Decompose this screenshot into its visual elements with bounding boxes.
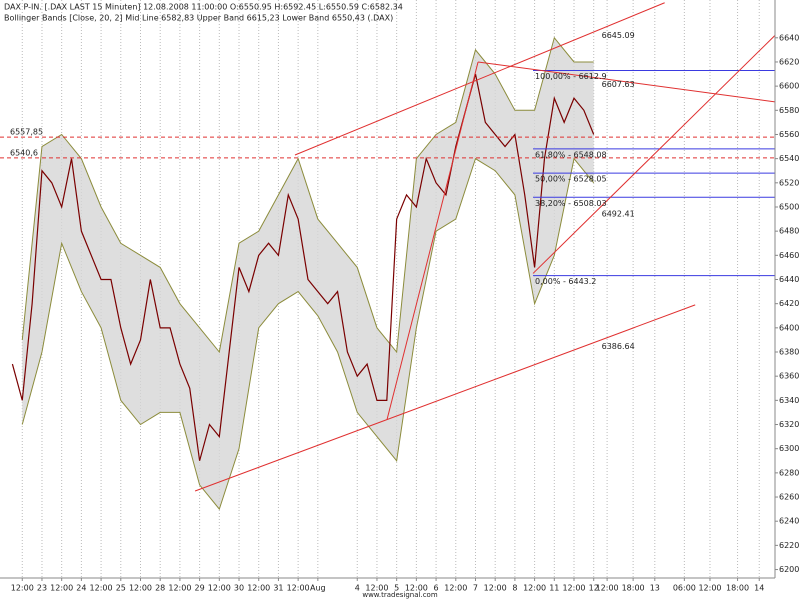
y-tick-label: 6280 xyxy=(779,468,799,477)
y-tick-label: 6620 xyxy=(779,57,799,66)
x-tick-label: 18:00 xyxy=(726,584,749,593)
x-tick-label: 24 xyxy=(76,584,86,593)
x-tick-label: 12:00 xyxy=(11,584,34,593)
y-tick-label: 6320 xyxy=(779,420,799,429)
trendline xyxy=(477,61,775,103)
chart-subtitle: Bollinger Bands [Close, 20, 2] Mid Line … xyxy=(4,14,393,23)
fib-label: 100,00% - 6612.9 xyxy=(535,72,607,81)
x-tick-label: 12:00 xyxy=(168,584,191,593)
trendline xyxy=(194,304,696,492)
x-tick-label: 14 xyxy=(754,584,764,593)
y-tick-label: 6220 xyxy=(779,541,799,550)
trendline-label: 6386.64 xyxy=(602,342,635,351)
y-tick-label: 6540 xyxy=(779,154,799,163)
x-tick-label: 7 xyxy=(473,584,478,593)
y-tick-label: 6580 xyxy=(779,106,799,115)
y-tick-label: 6240 xyxy=(779,517,799,526)
horizontal-line-label: 6557,85 xyxy=(10,128,43,137)
y-tick-label: 6480 xyxy=(779,227,799,236)
plot-area xyxy=(0,0,775,578)
footer: www.tradesignal.com xyxy=(362,591,437,599)
x-tick-label: 13 xyxy=(650,584,660,593)
fib-label: 50,00% - 6528.05 xyxy=(535,175,607,184)
x-tick-label: 12:00 xyxy=(365,584,388,593)
x-tick-label: 31 xyxy=(273,584,283,593)
trendline-label: 6645.09 xyxy=(602,31,635,40)
x-tick-label: 12:00 xyxy=(596,584,619,593)
trendline xyxy=(386,61,479,420)
x-tick-label: 12:00 xyxy=(208,584,231,593)
y-tick-label: 6520 xyxy=(779,178,799,187)
x-tick-label: 12:00 xyxy=(698,584,721,593)
x-tick-label: 12:00 xyxy=(562,584,585,593)
y-tick-label: 6400 xyxy=(779,323,799,332)
x-tick-label: 12:00 xyxy=(90,584,113,593)
y-tick-label: 6440 xyxy=(779,275,799,284)
y-tick-label: 6360 xyxy=(779,372,799,381)
x-tick-label: 12:00 xyxy=(247,584,270,593)
trendline xyxy=(532,35,775,274)
fib-label: 38,20% - 6508.03 xyxy=(535,199,607,208)
y-tick-label: 6600 xyxy=(779,82,799,91)
horizontal-line-label: 6540,6 xyxy=(10,148,38,157)
x-tick-label: 4 xyxy=(355,584,360,593)
x-tick-label: 8 xyxy=(512,584,517,593)
y-tick-label: 6500 xyxy=(779,202,799,211)
x-tick-label: 12:00 xyxy=(129,584,152,593)
band-line xyxy=(21,157,595,511)
x-tick-label: Aug xyxy=(310,584,326,593)
x-tick-label: 12:00 xyxy=(444,584,467,593)
y-tick-label: 6380 xyxy=(779,348,799,357)
x-tick-label: 12:00 xyxy=(523,584,546,593)
fib-label: 61,80% - 6548.08 xyxy=(535,150,607,159)
trendline xyxy=(294,2,665,156)
x-tick-label: 28 xyxy=(155,584,165,593)
x-tick-label: 18:00 xyxy=(622,584,645,593)
chart-title: DAX P-IN. [.DAX LAST 15 Minuten] 12.08.2… xyxy=(4,3,403,12)
x-tick-label: 25 xyxy=(116,584,126,593)
x-tick-label: 6 xyxy=(434,584,439,593)
x-tick-label: 5 xyxy=(394,584,399,593)
y-tick-label: 6560 xyxy=(779,130,799,139)
x-tick-label: 29 xyxy=(195,584,205,593)
x-tick-label: 12:00 xyxy=(484,584,507,593)
y-tick-label: 6340 xyxy=(779,396,799,405)
price-line xyxy=(11,73,595,461)
y-tick-label: 6300 xyxy=(779,444,799,453)
x-tick-label: 12 xyxy=(589,584,599,593)
x-tick-label: 12:00 xyxy=(287,584,310,593)
x-tick-label: 06:00 xyxy=(673,584,696,593)
x-tick-label: 12:00 xyxy=(405,584,428,593)
x-tick-label: 23 xyxy=(37,584,47,593)
y-tick-label: 6460 xyxy=(779,251,799,260)
band-fill xyxy=(22,37,594,510)
trendline-label: 6607.63 xyxy=(602,80,635,89)
x-tick-label: 12:00 xyxy=(50,584,73,593)
x-tick-label: 11 xyxy=(549,584,559,593)
y-tick-label: 6640 xyxy=(779,33,799,42)
y-tick-label: 6420 xyxy=(779,299,799,308)
trendline-label: 6492.41 xyxy=(602,209,635,218)
y-tick-label: 6260 xyxy=(779,493,799,502)
x-tick-label: 30 xyxy=(234,584,244,593)
y-tick-label: 6200 xyxy=(779,565,799,574)
fib-label: 0,00% - 6443.2 xyxy=(535,277,596,286)
band-line xyxy=(21,36,594,354)
